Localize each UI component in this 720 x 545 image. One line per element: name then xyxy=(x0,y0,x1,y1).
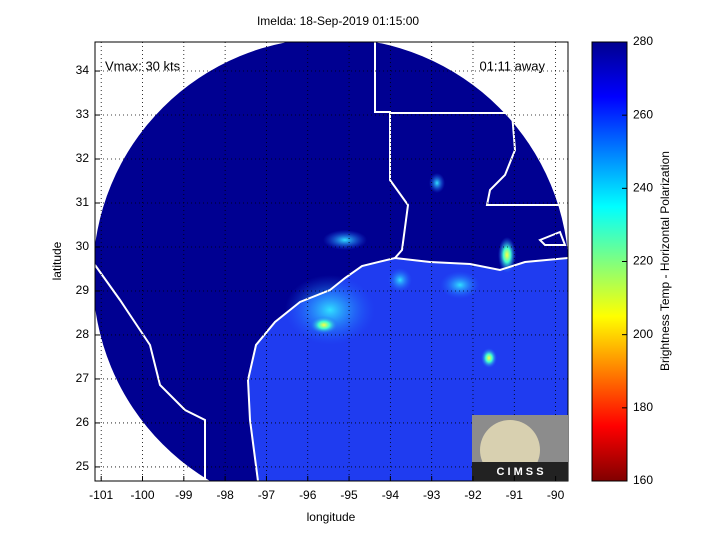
grid xyxy=(95,42,568,481)
cloud xyxy=(440,271,480,299)
x-tick-label: -101 xyxy=(89,488,113,502)
colorbar xyxy=(591,41,628,482)
colorbar-tick-label: 200 xyxy=(633,327,653,341)
logo: C I M S S xyxy=(472,415,568,481)
colorbar-tick-label: 280 xyxy=(633,34,653,48)
y-tick-label: 27 xyxy=(76,371,90,385)
y-tick-label: 26 xyxy=(76,415,90,429)
colorbar-tick-label: 180 xyxy=(633,400,653,414)
y-tick-label: 34 xyxy=(76,63,90,77)
plot-frame xyxy=(94,41,569,482)
annotation: Vmax: 30 kts xyxy=(105,58,181,73)
x-tick-label: -98 xyxy=(216,488,234,502)
annotation: 01:11 away xyxy=(479,58,545,73)
colorbar-label: Brightness Temp - Horizontal Polarizatio… xyxy=(658,151,672,371)
x-axis-label: longitude xyxy=(307,510,356,524)
x-tick-label: -91 xyxy=(506,488,524,502)
colorbar-tick-label: 240 xyxy=(633,181,653,195)
x-tick-label: -99 xyxy=(175,488,193,502)
y-tick-label: 31 xyxy=(76,195,90,209)
logo-band xyxy=(472,462,568,481)
x-tick-label: -95 xyxy=(340,488,358,502)
logo-text: C I M S S xyxy=(496,466,543,478)
cloud xyxy=(498,237,516,273)
y-tick-label: 25 xyxy=(76,459,90,473)
x-tick-label: -96 xyxy=(299,488,317,502)
colorbar-tick-label: 220 xyxy=(633,254,653,268)
y-tick-label: 28 xyxy=(76,327,90,341)
x-tick-label: -93 xyxy=(423,488,441,502)
cloud xyxy=(285,275,375,345)
cloud xyxy=(481,348,497,368)
chart-title: Imelda: 18-Sep-2019 01:15:00 xyxy=(257,14,419,28)
x-tick-label: -94 xyxy=(382,488,400,502)
cloud xyxy=(429,173,445,193)
y-axis-label: latitude xyxy=(50,241,64,280)
cloud xyxy=(388,268,412,292)
colorbar-tick-label: 160 xyxy=(633,473,653,487)
cloud xyxy=(310,316,338,334)
y-tick-label: 32 xyxy=(76,151,90,165)
borders xyxy=(95,42,568,481)
x-tick-label: -97 xyxy=(258,488,276,502)
y-tick-label: 33 xyxy=(76,107,90,121)
x-tick-label: -90 xyxy=(547,488,565,502)
cloud xyxy=(323,230,367,250)
x-tick-label: -100 xyxy=(130,488,154,502)
y-tick-label: 30 xyxy=(76,239,90,253)
colorbar-tick-label: 260 xyxy=(633,107,653,121)
x-tick-label: -92 xyxy=(464,488,482,502)
y-tick-label: 29 xyxy=(76,283,90,297)
